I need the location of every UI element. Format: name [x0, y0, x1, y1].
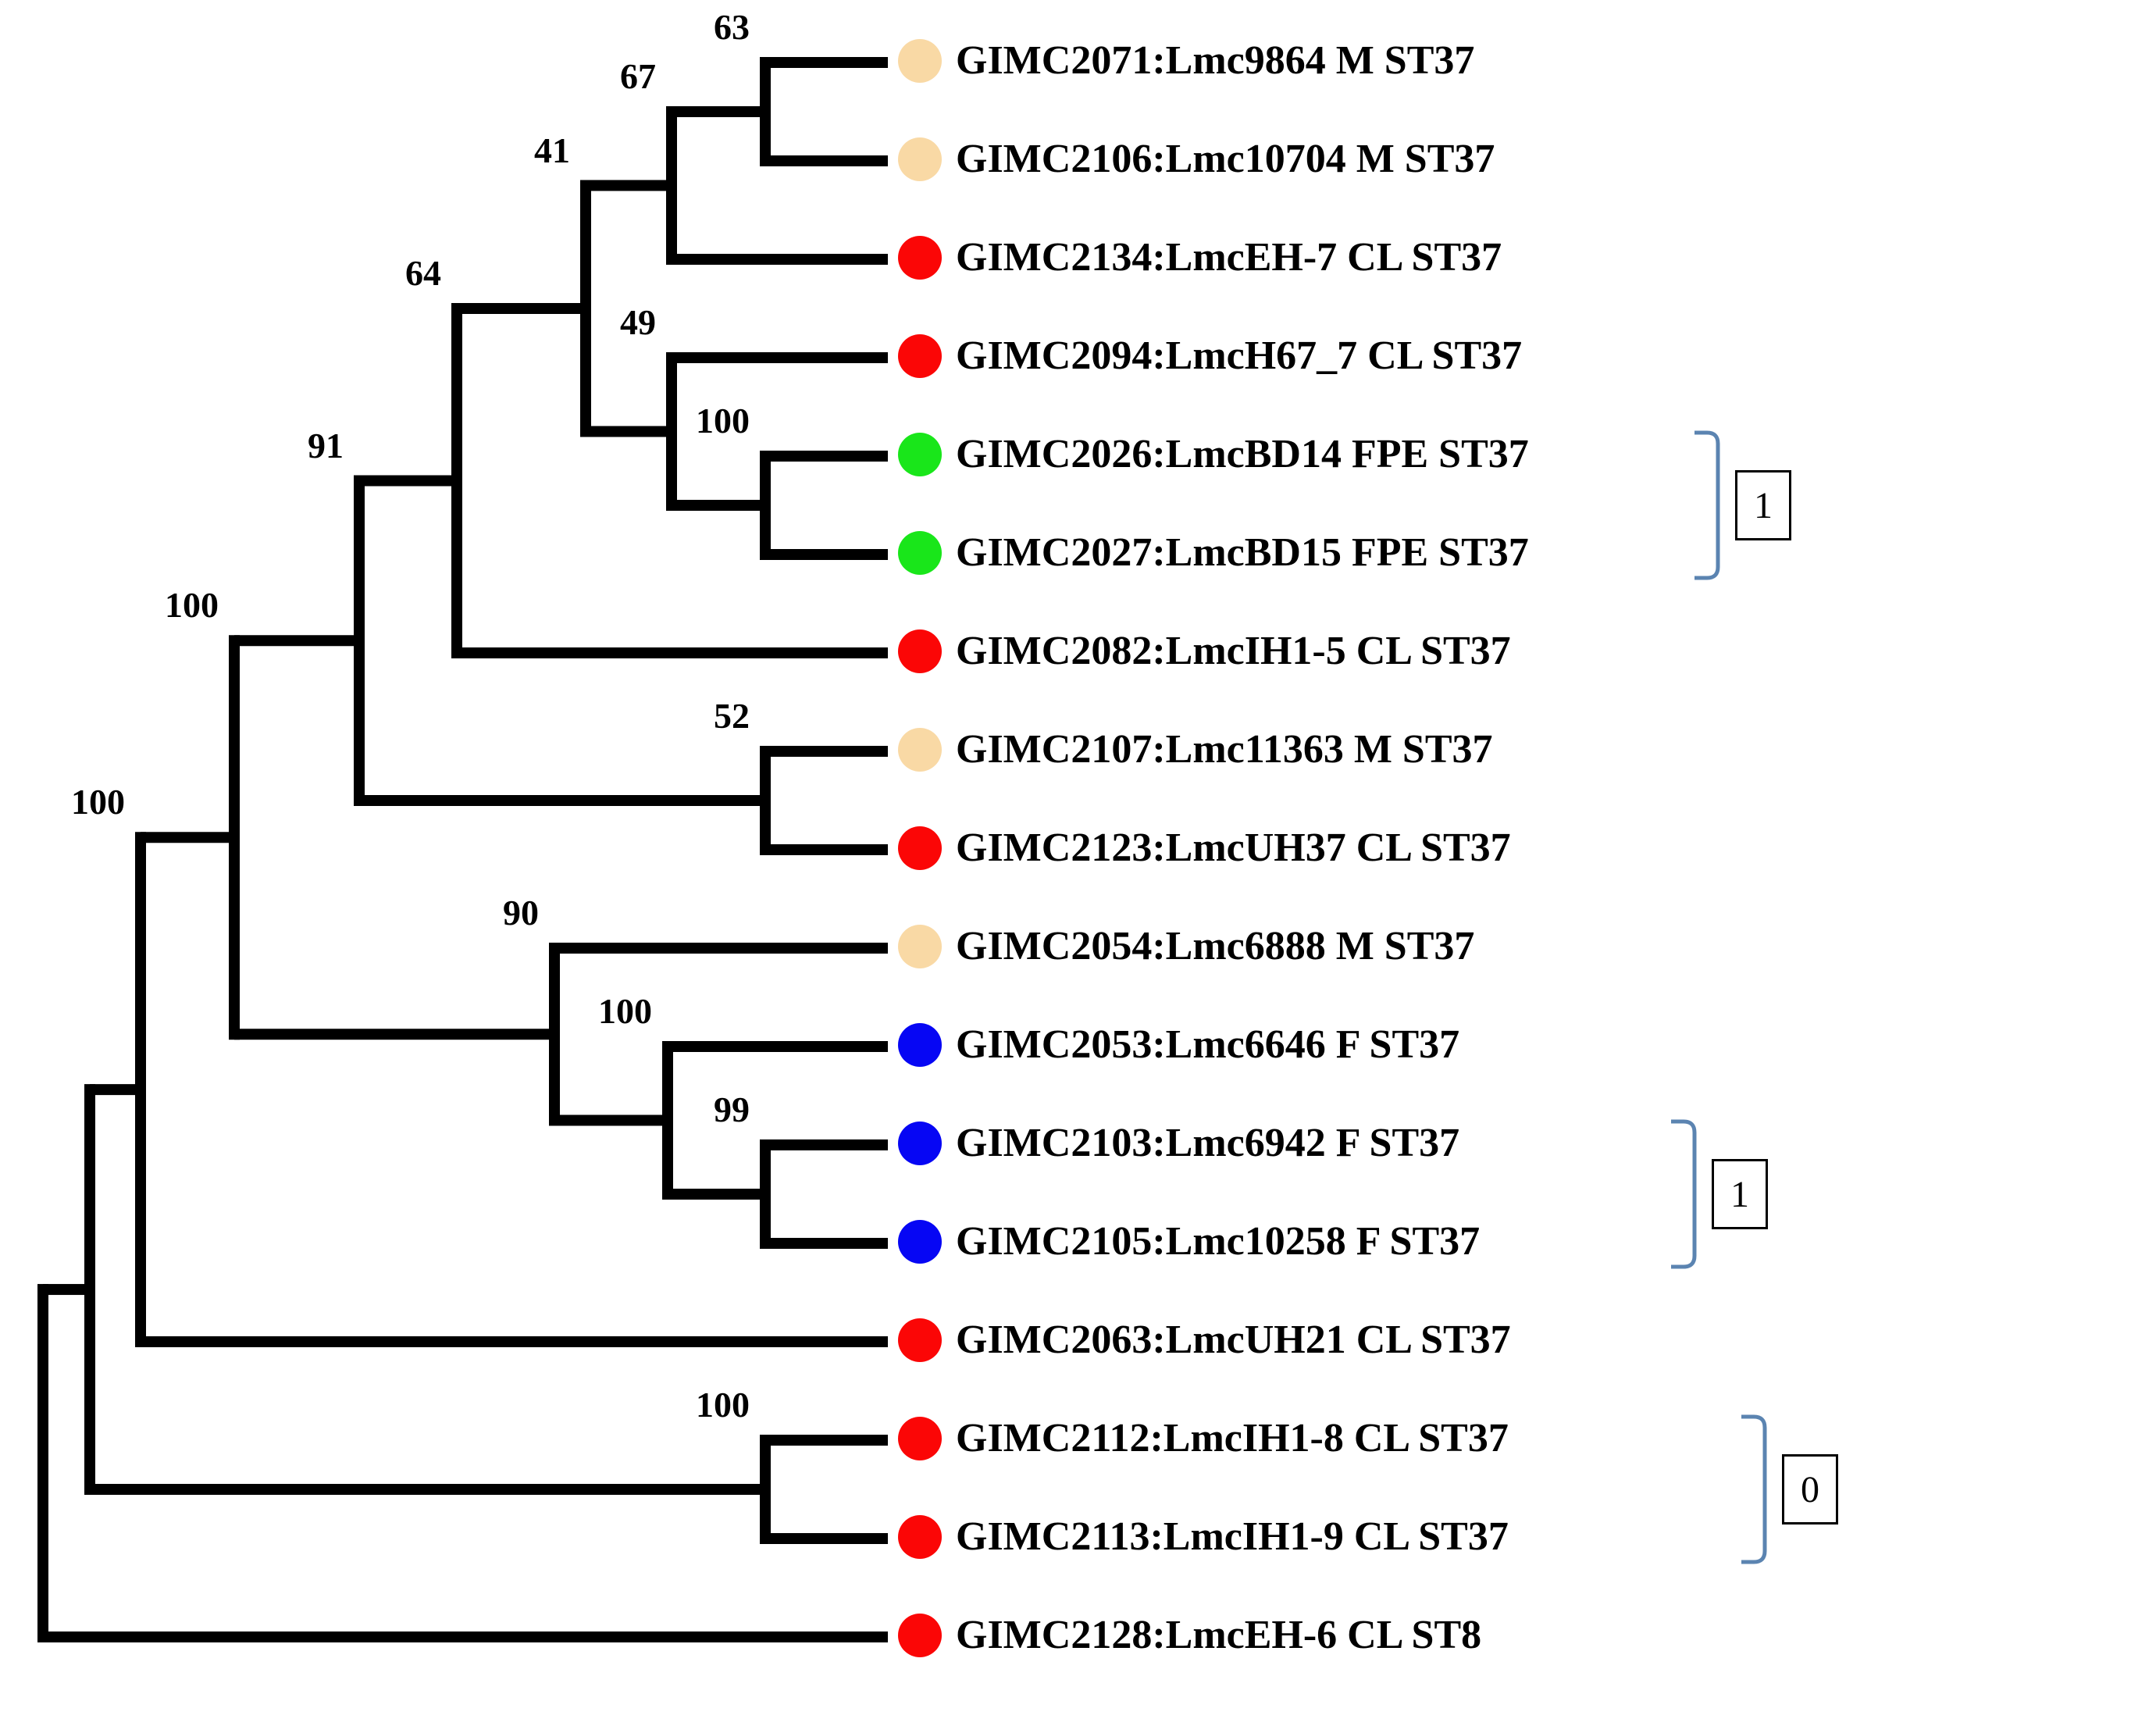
leaf-label-text: GIMC2027:LmcBD15 FPE ST37 — [956, 530, 1529, 576]
leaf-row: GIMC2082:LmcIH1-5 CL ST37 — [898, 628, 1511, 674]
leaf-row: GIMC2054:Lmc6888 M ST37 — [898, 923, 1474, 969]
leaf-row: GIMC2063:LmcUH21 CL ST37 — [898, 1317, 1511, 1363]
category-dot — [898, 1417, 942, 1460]
leaf-row: GIMC2027:LmcBD15 FPE ST37 — [898, 530, 1529, 576]
leaf-label-text: GIMC2026:LmcBD14 FPE ST37 — [956, 431, 1529, 477]
leaf-label-text: GIMC2107:Lmc11363 M ST37 — [956, 726, 1493, 772]
leaf-label-text: GIMC2112:LmcIH1-8 CL ST37 — [956, 1415, 1509, 1461]
group-annotation-box: 1 — [1712, 1159, 1768, 1229]
leaf-row: GIMC2103:Lmc6942 F ST37 — [898, 1120, 1459, 1166]
support-value: 100 — [133, 584, 219, 626]
support-value: 64 — [355, 252, 441, 294]
category-dot — [898, 1318, 942, 1362]
group-annotation-box: 0 — [1782, 1454, 1838, 1525]
support-value: 100 — [664, 400, 750, 441]
group-annotation-box: 1 — [1735, 470, 1791, 540]
leaf-label-text: GIMC2063:LmcUH21 CL ST37 — [956, 1317, 1511, 1363]
category-dot — [898, 1023, 942, 1067]
leaf-label-text: GIMC2134:LmcEH-7 CL ST37 — [956, 234, 1502, 280]
category-dot — [898, 1122, 942, 1165]
support-value: 49 — [570, 301, 656, 343]
support-value: 100 — [664, 1384, 750, 1425]
category-dot — [898, 925, 942, 968]
leaf-row: GIMC2112:LmcIH1-8 CL ST37 — [898, 1415, 1509, 1461]
category-dot — [898, 236, 942, 280]
group-box-label: 0 — [1801, 1468, 1819, 1511]
category-dot — [898, 39, 942, 83]
category-dot — [898, 531, 942, 575]
support-value: 91 — [258, 425, 344, 466]
leaf-row: GIMC2053:Lmc6646 F ST37 — [898, 1022, 1459, 1068]
leaf-label-text: GIMC2103:Lmc6942 F ST37 — [956, 1120, 1459, 1166]
category-dot — [898, 1614, 942, 1657]
leaf-row: GIMC2113:LmcIH1-9 CL ST37 — [898, 1514, 1509, 1560]
category-dot — [898, 826, 942, 870]
leaf-label-text: GIMC2128:LmcEH-6 CL ST8 — [956, 1612, 1481, 1658]
leaf-label-text: GIMC2113:LmcIH1-9 CL ST37 — [956, 1514, 1509, 1560]
leaf-label-text: GIMC2053:Lmc6646 F ST37 — [956, 1022, 1459, 1068]
leaf-row: GIMC2094:LmcH67_7 CL ST37 — [898, 333, 1522, 379]
support-value: 100 — [39, 781, 125, 822]
support-value: 99 — [664, 1089, 750, 1130]
category-dot — [898, 629, 942, 673]
category-dot — [898, 334, 942, 378]
support-value: 100 — [566, 990, 652, 1032]
leaf-row: GIMC2106:Lmc10704 M ST37 — [898, 136, 1495, 182]
leaf-row: GIMC2134:LmcEH-7 CL ST37 — [898, 234, 1502, 280]
leaf-row: GIMC2128:LmcEH-6 CL ST8 — [898, 1612, 1481, 1658]
support-value: 41 — [484, 130, 570, 171]
leaf-label-text: GIMC2106:Lmc10704 M ST37 — [956, 136, 1495, 182]
leaf-row: GIMC2107:Lmc11363 M ST37 — [898, 726, 1493, 772]
leaf-row: GIMC2123:LmcUH37 CL ST37 — [898, 825, 1511, 871]
leaf-row: GIMC2071:Lmc9864 M ST37 — [898, 37, 1474, 84]
support-value: 67 — [570, 55, 656, 97]
leaf-label-text: GIMC2105:Lmc10258 F ST37 — [956, 1218, 1480, 1264]
leaf-label-text: GIMC2054:Lmc6888 M ST37 — [956, 923, 1474, 969]
category-dot — [898, 433, 942, 476]
leaf-label-text: GIMC2071:Lmc9864 M ST37 — [956, 37, 1474, 84]
leaf-label-text: GIMC2082:LmcIH1-5 CL ST37 — [956, 628, 1511, 674]
category-dot — [898, 137, 942, 181]
leaf-row: GIMC2026:LmcBD14 FPE ST37 — [898, 431, 1529, 477]
category-dot — [898, 728, 942, 772]
group-box-label: 1 — [1730, 1173, 1749, 1216]
leaf-label-text: GIMC2123:LmcUH37 CL ST37 — [956, 825, 1511, 871]
support-value: 90 — [453, 892, 539, 933]
leaf-label-text: GIMC2094:LmcH67_7 CL ST37 — [956, 333, 1522, 379]
category-dot — [898, 1220, 942, 1264]
group-box-label: 1 — [1754, 484, 1773, 527]
category-dot — [898, 1515, 942, 1559]
support-value: 63 — [664, 6, 750, 48]
support-value: 52 — [664, 695, 750, 736]
leaf-row: GIMC2105:Lmc10258 F ST37 — [898, 1218, 1480, 1264]
